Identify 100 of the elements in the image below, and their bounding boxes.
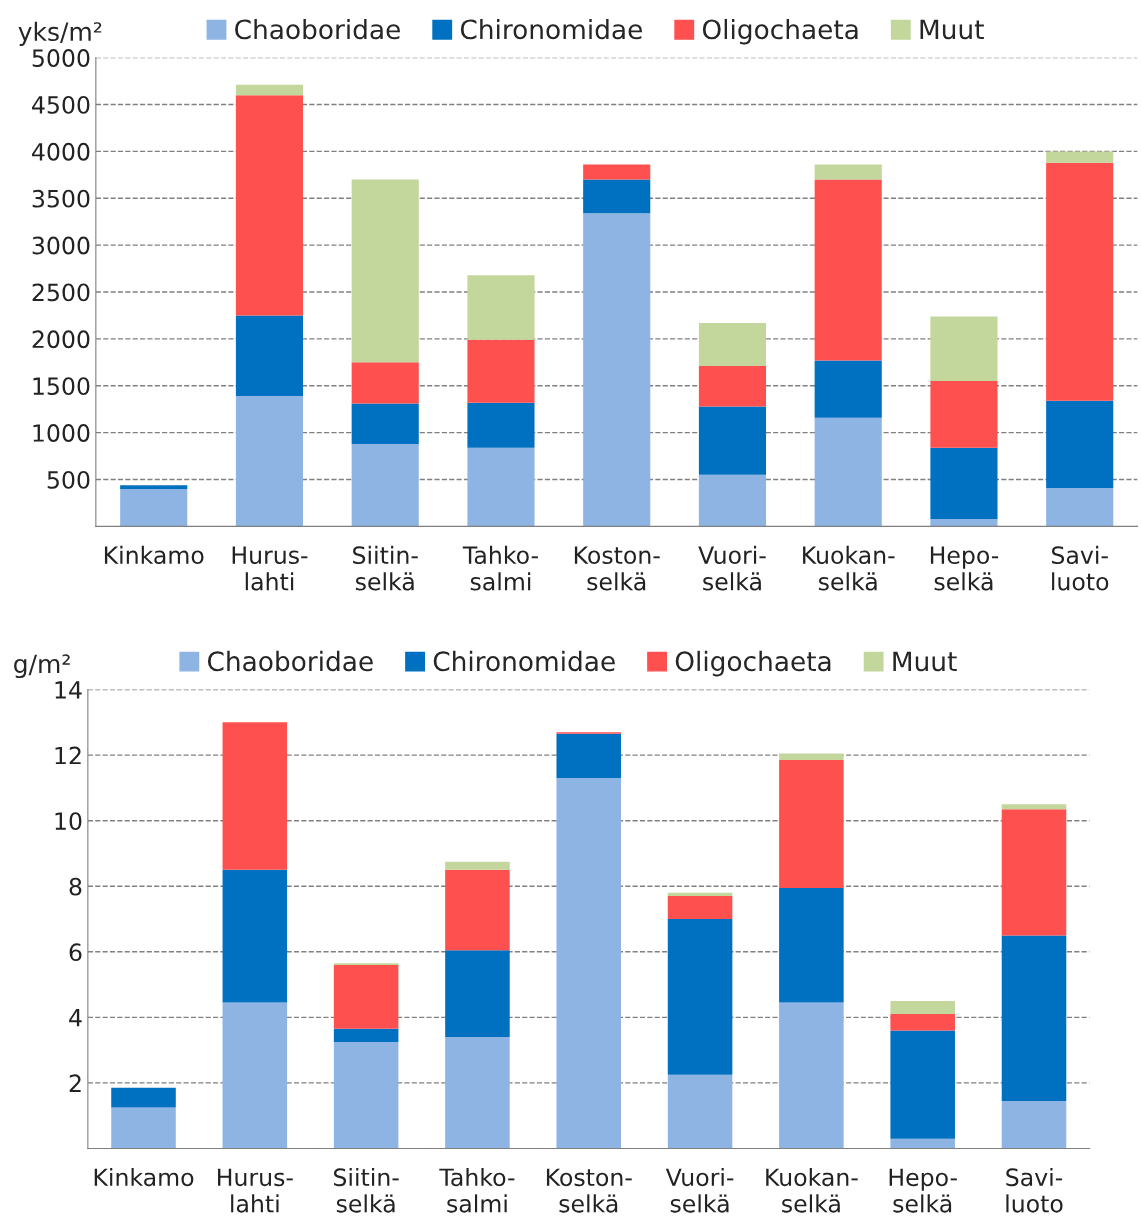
bar	[930, 518, 998, 527]
bar	[930, 447, 998, 519]
bar	[667, 1074, 733, 1149]
x-tick-label: Savi- luoto	[1006, 1167, 1063, 1213]
y-tick-label: 1000	[33, 424, 90, 442]
legend-label: Chaoboridae	[207, 650, 373, 672]
legend-label: Chironomidae	[433, 650, 615, 672]
x-tick-label: Hurus- lahti	[218, 1168, 293, 1213]
bar	[120, 485, 188, 489]
x-tick-label: Vuori- selkä	[665, 1167, 734, 1213]
bar	[890, 1138, 955, 1149]
bar	[445, 1037, 510, 1149]
bar	[333, 1028, 399, 1042]
y-tick-label: 1500	[33, 377, 90, 396]
bar	[351, 362, 419, 404]
y-tick-label: 2500	[32, 283, 90, 302]
bar	[235, 396, 304, 527]
bar	[351, 403, 419, 444]
bar	[1046, 162, 1114, 401]
bar	[779, 760, 844, 888]
bar	[235, 95, 304, 316]
bar	[351, 179, 419, 363]
bar	[222, 1002, 288, 1149]
bar	[667, 919, 733, 1075]
bar	[1001, 809, 1067, 936]
y-tick-label: 8	[69, 877, 82, 896]
x-tick-label: Tahko- salmi	[462, 545, 538, 591]
bar	[698, 406, 767, 475]
bar	[583, 164, 651, 180]
bar	[814, 164, 882, 180]
y-tick-label: 3500	[32, 189, 90, 208]
y-axis-title: g/m²	[14, 654, 70, 679]
y-tick-label: 5000	[32, 49, 90, 67]
y-tick-label: 4	[69, 1009, 82, 1027]
bar	[351, 443, 419, 527]
y-tick-label: 6	[69, 943, 82, 962]
bar	[1001, 804, 1067, 810]
bar	[779, 1002, 844, 1149]
bar	[1046, 487, 1114, 527]
bar	[333, 1041, 399, 1149]
bar	[467, 447, 535, 527]
y-tick-label: 10	[55, 812, 82, 830]
y-tick-label: 4500	[32, 95, 90, 114]
x-tick-label: Hurus- lahti	[232, 546, 308, 591]
x-tick-label: Koston- selkä	[546, 1168, 632, 1213]
y-tick-label: 500	[47, 470, 90, 489]
legend-label: Oligochaeta	[675, 650, 831, 677]
bar	[467, 402, 535, 448]
bar	[222, 722, 288, 870]
bar	[445, 950, 510, 1038]
bar	[930, 316, 998, 382]
x-tick-label: Koston- selkä	[574, 546, 660, 591]
bar	[467, 339, 535, 403]
bar	[556, 778, 622, 1149]
bar	[583, 213, 651, 527]
bar	[1001, 935, 1067, 1101]
bar	[333, 964, 399, 1029]
bar	[556, 733, 622, 779]
y-tick-label: 12	[55, 746, 81, 765]
bar	[1001, 1100, 1067, 1149]
x-tick-label: Hepo- selkä	[930, 546, 999, 591]
legend-label: Muut	[920, 19, 984, 40]
bar	[120, 488, 188, 527]
bar	[779, 753, 844, 761]
bar	[890, 1014, 955, 1031]
y-tick-label: 2000	[32, 330, 90, 349]
x-tick-label: Siitin- selkä	[353, 545, 418, 591]
bar	[235, 315, 304, 397]
x-tick-label: Savi- luoto	[1052, 545, 1109, 591]
x-tick-label: Kinkamo	[94, 1167, 194, 1187]
x-tick-label: Hepo- selkä	[889, 1168, 957, 1213]
bar	[111, 1107, 176, 1149]
bar	[814, 417, 882, 527]
bar	[814, 179, 882, 361]
bar	[1046, 151, 1114, 163]
y-tick-label: 2	[69, 1074, 81, 1092]
bar	[667, 896, 733, 920]
bar	[222, 869, 288, 1003]
x-tick-label: Kuokan- selkä	[803, 545, 895, 591]
bar	[467, 275, 535, 340]
x-tick-label: Kinkamo	[104, 545, 204, 565]
bar	[1046, 400, 1114, 488]
y-axis-title: yks/m²	[18, 21, 102, 46]
bar	[445, 869, 510, 951]
legend-label: Chironomidae	[460, 18, 642, 40]
bar	[111, 1087, 176, 1108]
x-tick-label: Kuokan- selkä	[766, 1167, 858, 1213]
bar	[698, 366, 767, 407]
x-tick-label: Siitin- selkä	[333, 1167, 399, 1213]
bar	[890, 1030, 955, 1139]
legend-label: Chaoboridae	[235, 18, 400, 40]
legend-label: Muut	[893, 651, 957, 672]
bar	[667, 892, 733, 897]
bar	[890, 1000, 955, 1015]
bar	[930, 381, 998, 448]
y-tick-label: 3000	[32, 236, 90, 255]
bar	[583, 179, 651, 214]
bar	[698, 474, 767, 527]
bar	[814, 360, 882, 418]
bar	[445, 861, 510, 870]
